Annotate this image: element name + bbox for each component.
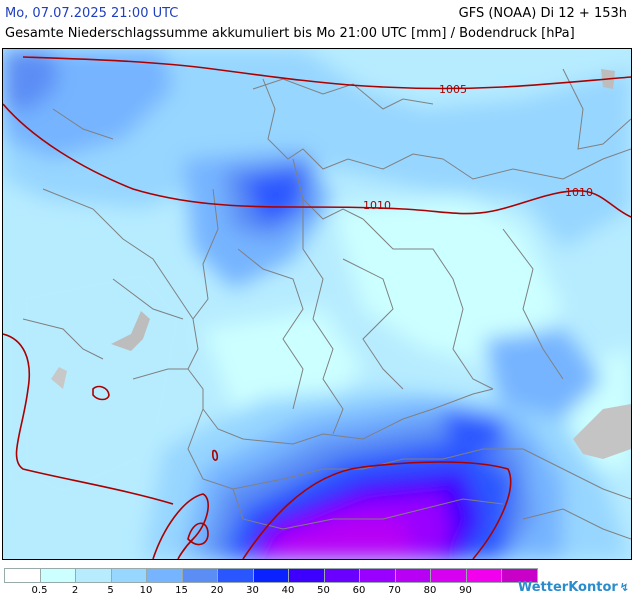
legend-swatch (430, 568, 467, 583)
isobar-label-1010-east: 1010 (565, 186, 593, 199)
legend-swatch (110, 568, 147, 583)
legend-swatch (323, 568, 360, 583)
legend-swatch (217, 568, 254, 583)
legend-swatch (501, 568, 538, 583)
brand-logo: WetterKontor ↯ (518, 580, 629, 595)
precip-legend: 0.5 2 5 10 15 20 30 40 50 60 70 80 90 (4, 568, 538, 600)
legend-label: 20 (210, 585, 224, 596)
model-title: GFS (NOAA) Di 12 + 153h (458, 6, 627, 21)
legend-label: 0.5 (31, 585, 48, 596)
legend-label: 60 (352, 585, 366, 596)
map-description: Gesamte Niederschlagssumme akkumuliert b… (5, 26, 575, 41)
legend-swatch (39, 568, 76, 583)
isobar-1010 (3, 103, 631, 218)
legend-swatch (359, 568, 396, 583)
legend-label: 70 (388, 585, 401, 596)
legend-label: 15 (175, 585, 188, 596)
legend-label: 10 (139, 585, 153, 596)
lightning-icon: ↯ (619, 581, 629, 594)
isobar-labels: 1005 1010 1010 (363, 83, 593, 212)
legend-label: 80 (423, 585, 437, 596)
legend-swatch (465, 568, 502, 583)
legend-swatch (146, 568, 183, 583)
legend-swatch (288, 568, 325, 583)
isobars (3, 56, 631, 559)
legend-label: 2 (71, 585, 79, 596)
legend-label: 40 (281, 585, 295, 596)
legend-swatch (394, 568, 431, 583)
legend-label: 30 (246, 585, 259, 596)
legend-label: 50 (317, 585, 330, 596)
borders (22, 68, 631, 540)
header: Mo, 07.07.2025 21:00 UTC GFS (NOAA) Di 1… (0, 0, 633, 48)
legend-label: 90 (459, 585, 472, 596)
date-title: Mo, 07.07.2025 21:00 UTC (5, 6, 179, 21)
legend-swatch (75, 568, 112, 583)
precip-field (3, 49, 631, 559)
isobar-1005 (22, 56, 631, 90)
brand-name: WetterKontor (517, 580, 618, 595)
isobar-label-1005: 1005 (439, 83, 467, 96)
legend-swatch (181, 568, 218, 583)
precipitation-map[interactable]: 1005 1010 1010 (2, 48, 632, 560)
legend-label: 5 (107, 585, 114, 596)
map-canvas: 1005 1010 1010 (3, 49, 631, 559)
legend-swatch (4, 568, 41, 583)
isobar-label-1010-west: 1010 (363, 199, 391, 212)
legend-swatch (252, 568, 289, 583)
